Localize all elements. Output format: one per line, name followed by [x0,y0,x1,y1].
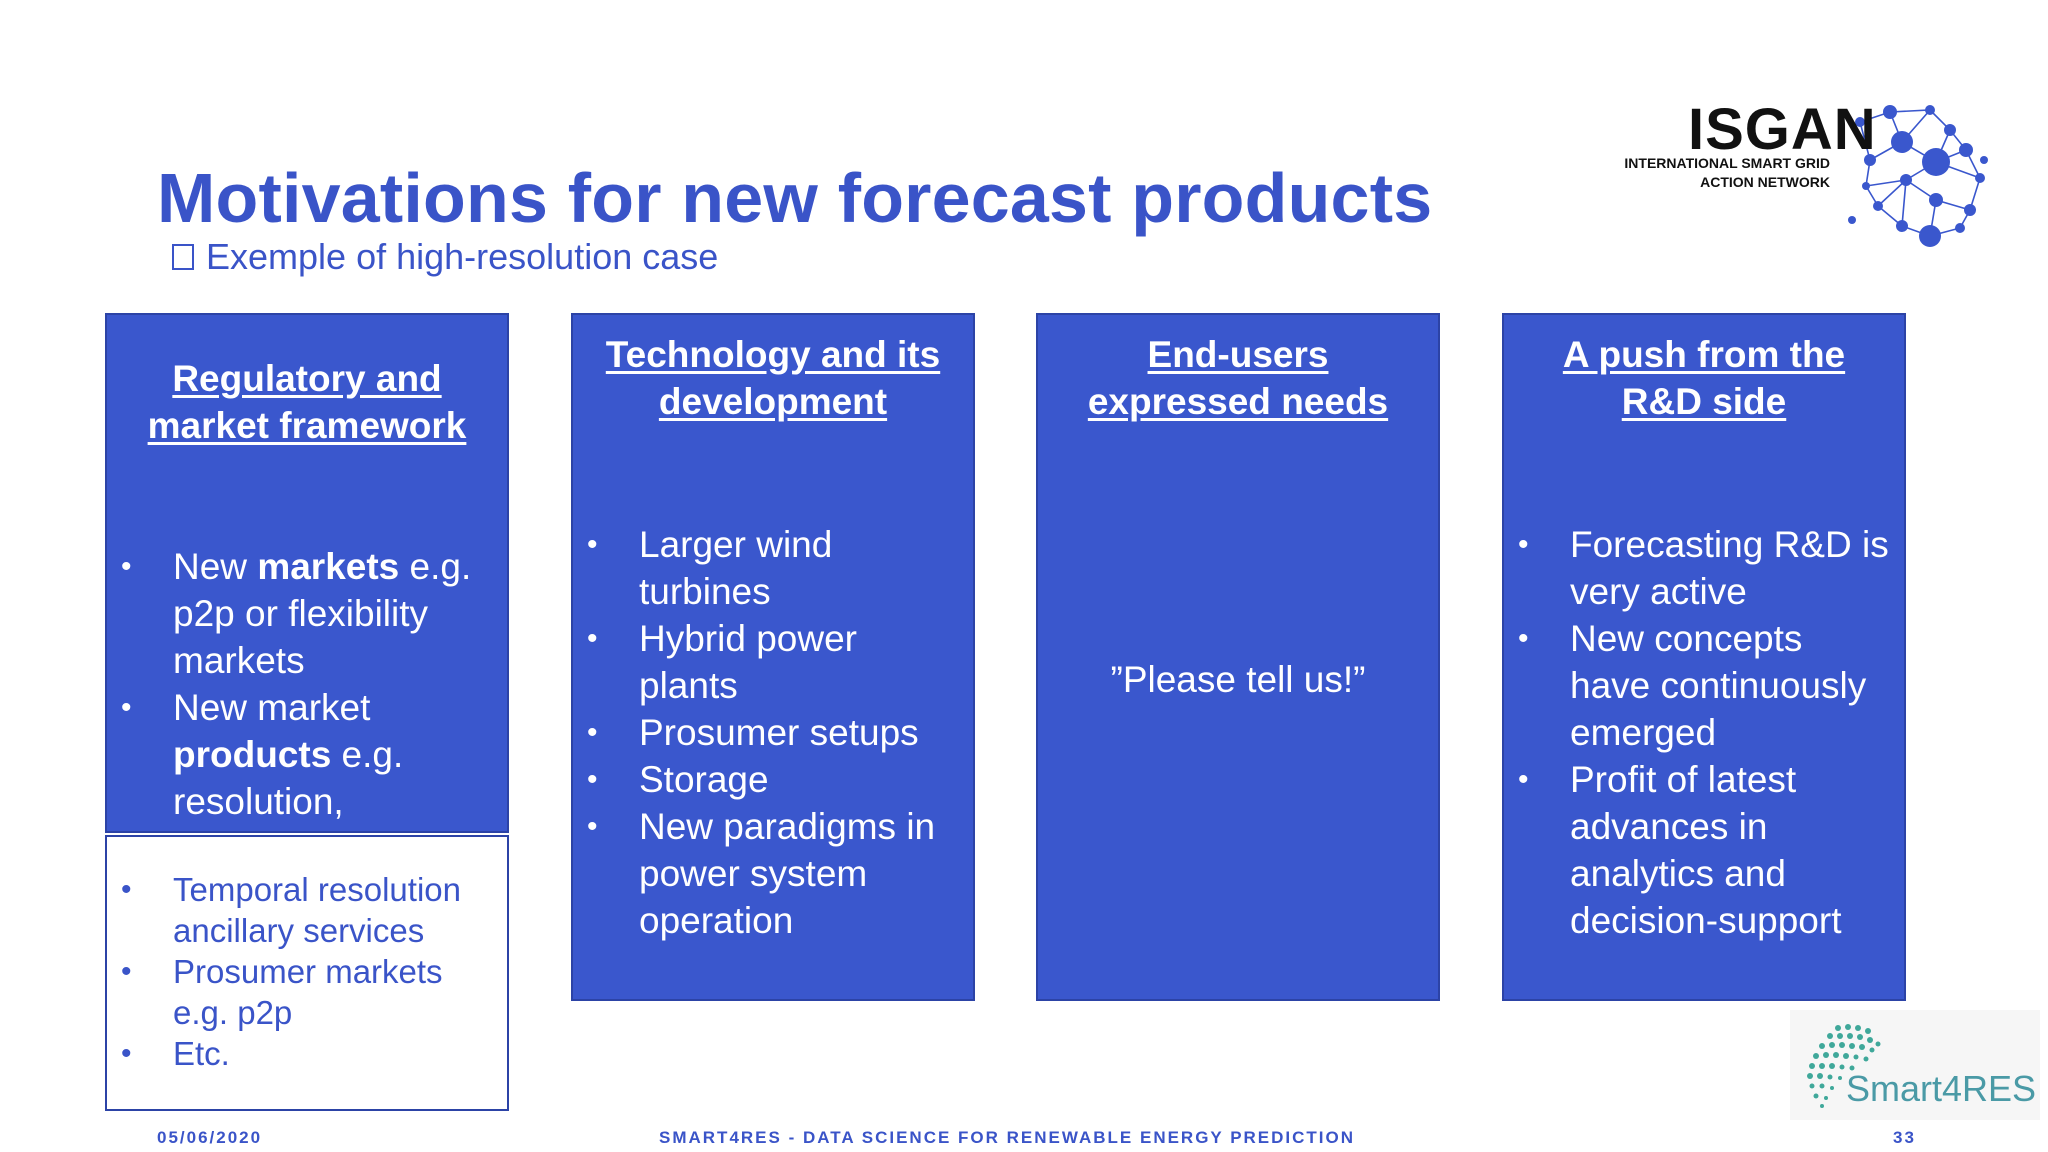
bullet-list: • Forecasting R&D is very active • New con… [1518,521,1890,944]
item-text: Storage [639,759,769,800]
list-item: • New markets e.g. p2p or flexibility mar… [121,543,493,684]
bullet-icon: • [1518,622,1529,655]
list-item: • Profit of latest advances in analytics … [1518,756,1890,944]
item-text: Prosumer setups [639,712,919,753]
item-text: Hybrid power plants [639,618,857,706]
bullet-icon: • [121,691,132,724]
smart4res-logo: Smart4RES [1790,1010,2040,1120]
item-text: Prosumer markets [173,953,443,990]
bullet-icon: • [587,810,598,843]
list-item: • Hybrid power plants [587,615,959,709]
panel-heading: A push from the R&D side [1514,331,1894,425]
list-item: • Forecasting R&D is very active [1518,521,1890,615]
smart4res-wordmark: Smart4RES [1846,1068,2037,1109]
isgan-subtitle: INTERNATIONAL SMART GRID ACTION NETWORK [1624,154,1830,192]
list-item: • Temporal resolution ancillary services [121,869,493,951]
list-item: • Prosumer markets e.g. p2p [121,951,493,1033]
bullet-list: • New markets e.g. p2p or flexibility mar… [121,543,493,825]
item-bold: products [173,734,332,775]
list-item: • New concepts have continuously emerged [1518,615,1890,756]
item-text: Temporal resolution [173,871,461,908]
item-bold: markets [257,546,400,587]
bullet-icon: • [121,1037,132,1070]
heading-line: Regulatory and [172,358,442,399]
list-item: • New paradigms in power system operation [587,803,959,944]
tooltip-popup: • Temporal resolution ancillary services •… [105,835,509,1111]
isgan-logo: ISGAN INTERNATIONAL SMART GRID ACTION NE… [1624,50,2030,260]
heading-line: R&D side [1621,381,1787,422]
bullet-icon: • [121,873,132,906]
bullet-icon: • [121,550,132,583]
list-item: • Storage [587,756,959,803]
list-item: • Prosumer setups [587,709,959,756]
panel-heading: Technology and its development [583,331,963,425]
panel-heading: Regulatory and market framework [117,355,497,449]
footer-title: SMART4RES - DATA SCIENCE FOR RENEWABLE E… [659,1128,1356,1147]
heading-line: market framework [147,405,467,446]
heading-line: expressed needs [1087,381,1389,422]
popup-list: • Temporal resolution ancillary services •… [121,869,493,1074]
item-text: e.g. p2p or flexibility markets [173,546,472,681]
list-item: • Larger wind turbines [587,521,959,615]
item-text: Profit of latest advances in analytics a… [1570,759,1842,941]
bullet-icon: • [121,955,132,988]
subtitle-text: Exemple of high-resolution case [206,236,719,277]
item-text: New concepts have continuously emerged [1570,618,1867,753]
item-text: New market [173,687,371,728]
panel-heading: End-users expressed needs [1048,331,1428,425]
bullet-icon: • [587,763,598,796]
heading-line: development [658,381,888,422]
item-text: New paradigms in power system operation [639,806,936,941]
bullet-icon: • [587,622,598,655]
isgan-subtitle-line2: ACTION NETWORK [1700,174,1830,190]
bullet-icon: • [1518,528,1529,561]
isgan-subtitle-line1: INTERNATIONAL SMART GRID [1624,155,1830,171]
heading-line: Technology and its [605,334,941,375]
bullet-icon: • [587,716,598,749]
heading-line: A push from the [1562,334,1846,375]
panel-technology: Technology and its development • Larger w… [571,313,975,1001]
checkbox-glyph-icon [172,244,194,270]
panel-rd: A push from the R&D side • Forecasting R&… [1502,313,1906,1001]
dotted-globe-icon [1807,1024,1881,1108]
footer-date: 05/06/2020 [157,1128,263,1147]
bullet-icon: • [1518,763,1529,796]
panel-end-users: End-users expressed needs ”Please tell u… [1036,313,1440,1001]
item-text: Etc. [173,1035,230,1072]
item-text: New [173,546,258,587]
slide-subtitle: Exemple of high-resolution case [172,236,718,278]
bullet-list: • Larger wind turbines • Hybrid power plan… [587,521,959,944]
panel-regulatory: Regulatory and market framework • New mar… [105,313,509,833]
item-text: Larger wind turbines [639,524,833,612]
heading-line: End-users [1147,334,1329,375]
item-text: ancillary services [173,912,425,949]
list-item: • Etc. [121,1033,493,1074]
item-text: e.g. p2p [173,994,293,1031]
slide-title: Motivations for new forecast products [157,159,1433,237]
network-dots-icon [1848,105,1988,247]
panel-quote: ”Please tell us!” [1110,659,1366,700]
page-number: 33 [1893,1128,1916,1147]
isgan-wordmark: ISGAN [1688,97,1877,162]
item-text: Forecasting R&D is very active [1570,524,1889,612]
list-item: • New market products e.g. resolution, [121,684,493,825]
item-text: e.g. resolution, [173,734,404,822]
bullet-icon: • [587,528,598,561]
